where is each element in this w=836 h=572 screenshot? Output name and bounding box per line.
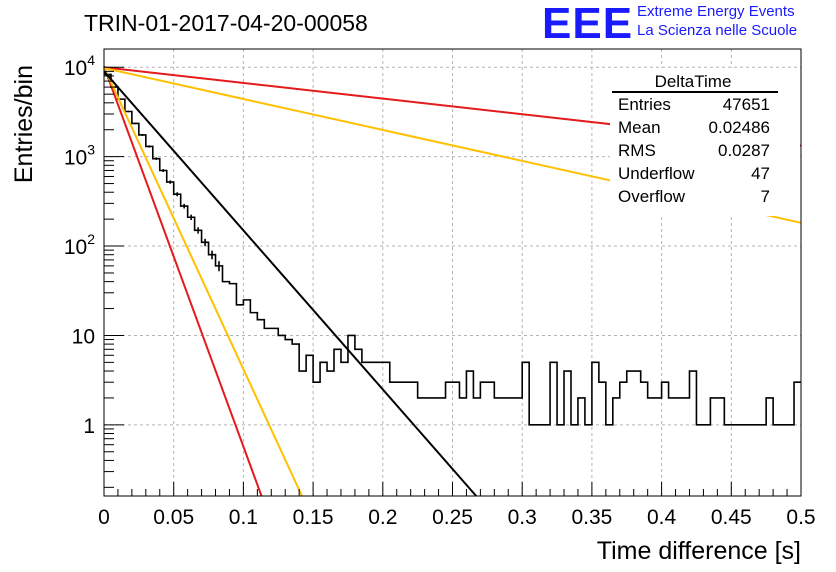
y-tick-label: 102 bbox=[64, 231, 95, 259]
stats-row-label: RMS bbox=[618, 141, 656, 160]
y-tick-label: 104 bbox=[64, 52, 95, 80]
stats-row-value: 0.0287 bbox=[718, 141, 770, 160]
y-tick-label: 10 bbox=[72, 325, 95, 348]
logo-caption-line2: La Scienza nelle Scuole bbox=[637, 22, 798, 39]
x-tick-label: 0.2 bbox=[368, 506, 397, 529]
logo-caption-line1: Extreme Energy Events bbox=[637, 3, 795, 20]
stats-row-label: Overflow bbox=[618, 187, 686, 206]
y-tick-label: 103 bbox=[64, 142, 95, 170]
stats-row-value: 47651 bbox=[723, 95, 770, 114]
stats-rows: Entries 47651 Mean 0.02486 RMS 0.0287 Underflo… bbox=[618, 95, 770, 206]
stats-row-value: 7 bbox=[761, 187, 770, 206]
axis-ticks bbox=[103, 66, 802, 496]
stats-name: DeltaTime bbox=[655, 72, 732, 91]
stats-row-label: Mean bbox=[618, 118, 661, 137]
stats-box: DeltaTime Entries 47651 Mean 0.02486 RMS 0.02… bbox=[610, 68, 800, 216]
y-tick-labels: 1 10 102 103 104 bbox=[64, 52, 95, 438]
fit-curve bbox=[103, 66, 263, 497]
x-tick-label: 0.3 bbox=[508, 506, 537, 529]
y-tick-label: 1 bbox=[83, 415, 95, 438]
x-tick-label: 0.45 bbox=[711, 506, 752, 529]
x-tick-labels: 0 0.05 0.1 0.15 0.2 0.25 0.3 0.35 0.4 0.45 0.5 bbox=[98, 506, 815, 529]
stats-row-value: 0.02486 bbox=[709, 118, 770, 137]
stats-row-label: Entries bbox=[618, 95, 671, 114]
stats-row-value: 47 bbox=[751, 164, 770, 183]
chart-title: TRIN-01-2017-04-20-00058 bbox=[84, 10, 368, 36]
x-axis-label: Time difference [s] bbox=[597, 537, 801, 565]
fit-curve bbox=[103, 66, 303, 497]
x-tick-label: 0.4 bbox=[647, 506, 677, 529]
x-tick-label: 0.1 bbox=[229, 506, 258, 529]
x-tick-label: 0 bbox=[98, 506, 110, 529]
x-tick-label: 0.5 bbox=[786, 506, 815, 529]
x-tick-label: 0.05 bbox=[153, 506, 194, 529]
stats-row-label: Underflow bbox=[618, 164, 695, 183]
histogram-steps bbox=[104, 73, 801, 426]
x-tick-label: 0.15 bbox=[293, 506, 334, 529]
x-tick-label: 0.25 bbox=[432, 506, 473, 529]
y-axis-label: Entries/bin bbox=[10, 65, 38, 183]
x-tick-label: 0.35 bbox=[571, 506, 612, 529]
eee-logo: EEE bbox=[542, 0, 634, 48]
fit-curve bbox=[103, 70, 477, 497]
